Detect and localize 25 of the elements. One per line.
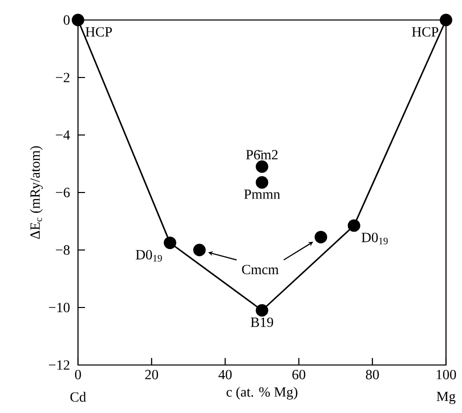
annotation: Pmmn (244, 190, 280, 199)
y-tick-label: −10 (48, 302, 70, 312)
x-axis-title: c (at. % Mg) (226, 386, 298, 400)
annotation: P6̄m2 (246, 150, 278, 160)
y-tick-label: −6 (56, 188, 70, 198)
annotation: D0$_{19}$ (136, 250, 162, 262)
x-tick-label: 20 (145, 370, 158, 380)
x-tick-label: 0 (75, 370, 81, 380)
annotation: HCP (412, 27, 438, 37)
x-tick-label: 80 (366, 370, 379, 380)
x-tick-label: 60 (292, 370, 306, 380)
y-axis-title: ΔE$_{c}$ (mRy/atom) (30, 146, 43, 239)
x-tick-label: 40 (218, 370, 232, 380)
y-tick-label: −8 (56, 245, 70, 255)
text: Mg (436, 392, 456, 404)
text: Cmcm (242, 264, 279, 274)
text: Cd (70, 392, 86, 402)
y-tick-label: −12 (48, 360, 70, 370)
annotation: D0$_{19}$ (362, 232, 388, 244)
y-tick-label: −4 (56, 130, 70, 140)
x-tick-label: 100 (436, 370, 456, 380)
y-tick-label: 0 (64, 15, 70, 25)
annotation: HCP (86, 27, 112, 37)
annotation: B19 (250, 318, 274, 327)
y-tick-label: −2 (56, 72, 70, 82)
